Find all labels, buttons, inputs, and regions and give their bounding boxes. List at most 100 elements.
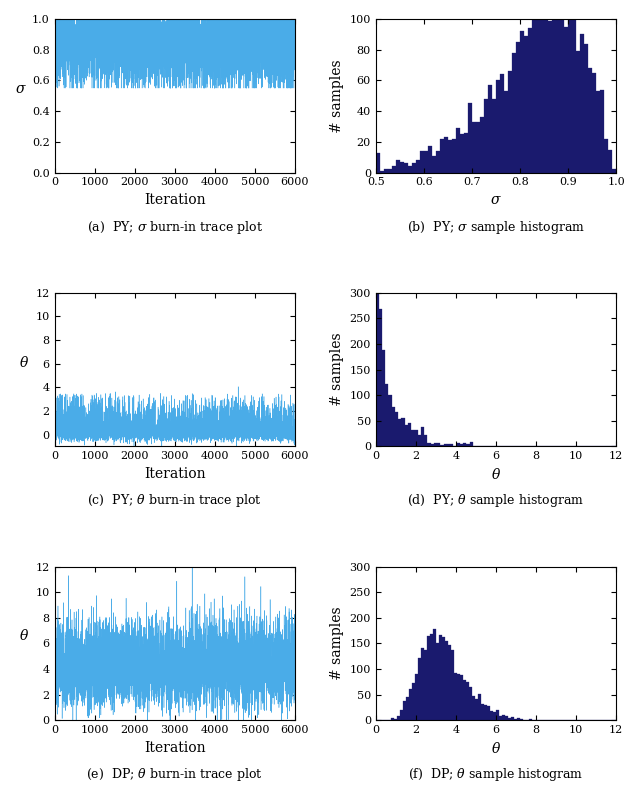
Bar bbox=[385, 384, 388, 446]
Bar bbox=[475, 699, 478, 720]
Bar bbox=[444, 137, 448, 173]
X-axis label: $\sigma$: $\sigma$ bbox=[490, 193, 502, 207]
Bar bbox=[476, 122, 480, 173]
Bar bbox=[552, 4, 556, 173]
Bar bbox=[394, 719, 397, 720]
Y-axis label: # samples: # samples bbox=[330, 332, 344, 407]
Bar bbox=[460, 675, 463, 720]
X-axis label: $\theta$: $\theta$ bbox=[491, 466, 501, 482]
Y-axis label: $\sigma$: $\sigma$ bbox=[15, 82, 27, 96]
Text: (c)  PY; $\theta$ burn-in trace plot: (c) PY; $\theta$ burn-in trace plot bbox=[88, 492, 262, 509]
Bar bbox=[428, 146, 432, 173]
Bar bbox=[470, 442, 473, 446]
Bar bbox=[421, 427, 424, 446]
Bar bbox=[403, 700, 406, 720]
Bar bbox=[427, 636, 430, 720]
Bar bbox=[514, 719, 517, 720]
Bar bbox=[395, 412, 398, 446]
Bar bbox=[520, 31, 524, 173]
Bar bbox=[612, 169, 616, 173]
Bar bbox=[529, 719, 532, 720]
Bar bbox=[369, 256, 372, 446]
Bar bbox=[520, 719, 523, 720]
Bar bbox=[372, 270, 375, 446]
Bar bbox=[568, 0, 572, 173]
Bar bbox=[380, 171, 384, 173]
Bar bbox=[421, 648, 424, 720]
Bar bbox=[456, 128, 460, 173]
Bar bbox=[528, 28, 532, 173]
Bar bbox=[391, 718, 394, 720]
Bar bbox=[379, 309, 382, 446]
Bar bbox=[406, 696, 409, 720]
Bar bbox=[505, 716, 508, 720]
Y-axis label: # samples: # samples bbox=[330, 59, 344, 132]
Bar bbox=[414, 430, 418, 446]
Bar bbox=[500, 74, 504, 173]
Bar bbox=[556, 16, 560, 173]
Bar bbox=[408, 166, 412, 173]
Bar bbox=[409, 689, 412, 720]
Text: (e)  DP; $\theta$ burn-in trace plot: (e) DP; $\theta$ burn-in trace plot bbox=[86, 766, 263, 784]
Bar bbox=[420, 151, 424, 173]
Bar bbox=[440, 445, 444, 446]
Bar bbox=[469, 687, 472, 720]
Bar bbox=[356, 436, 359, 446]
Bar bbox=[592, 73, 596, 173]
Bar bbox=[508, 71, 512, 173]
Bar bbox=[388, 169, 392, 173]
Bar bbox=[499, 716, 502, 720]
Bar bbox=[448, 645, 451, 720]
Bar bbox=[408, 424, 411, 446]
Bar bbox=[447, 445, 450, 446]
Bar bbox=[604, 139, 608, 173]
Bar bbox=[450, 445, 453, 446]
Bar bbox=[396, 161, 400, 173]
Bar bbox=[412, 163, 416, 173]
Bar bbox=[418, 658, 421, 720]
Y-axis label: $\theta$: $\theta$ bbox=[19, 354, 29, 370]
Bar bbox=[436, 643, 439, 720]
Bar bbox=[412, 683, 415, 720]
Bar bbox=[397, 716, 400, 720]
Bar bbox=[564, 27, 568, 173]
X-axis label: Iteration: Iteration bbox=[144, 193, 205, 207]
Bar bbox=[496, 710, 499, 720]
Bar bbox=[418, 435, 421, 446]
Bar bbox=[560, 0, 564, 173]
Bar bbox=[516, 42, 520, 173]
Bar bbox=[431, 444, 434, 446]
Bar bbox=[576, 51, 580, 173]
Bar bbox=[439, 635, 442, 720]
Bar bbox=[463, 443, 467, 446]
Bar bbox=[524, 36, 528, 173]
Bar bbox=[392, 166, 396, 173]
Bar bbox=[480, 117, 484, 173]
Bar bbox=[457, 443, 460, 446]
Bar bbox=[512, 52, 516, 173]
Bar bbox=[388, 395, 392, 446]
Bar bbox=[478, 693, 481, 720]
Bar bbox=[398, 419, 401, 446]
Bar bbox=[445, 641, 448, 720]
Bar bbox=[460, 445, 463, 446]
Bar bbox=[432, 156, 436, 173]
Bar bbox=[492, 98, 496, 173]
Bar bbox=[401, 418, 404, 446]
Bar bbox=[376, 153, 380, 173]
Bar bbox=[359, 408, 362, 446]
X-axis label: Iteration: Iteration bbox=[144, 466, 205, 481]
Bar bbox=[472, 122, 476, 173]
Bar bbox=[548, 20, 552, 173]
Bar bbox=[481, 704, 484, 720]
Bar bbox=[532, 2, 536, 173]
Bar bbox=[392, 408, 395, 446]
Bar bbox=[466, 682, 469, 720]
Bar bbox=[404, 163, 408, 173]
Bar bbox=[540, 5, 544, 173]
Bar bbox=[451, 650, 454, 720]
Bar bbox=[472, 696, 475, 720]
Bar bbox=[467, 444, 470, 446]
Bar bbox=[463, 679, 466, 720]
Bar bbox=[484, 98, 488, 173]
